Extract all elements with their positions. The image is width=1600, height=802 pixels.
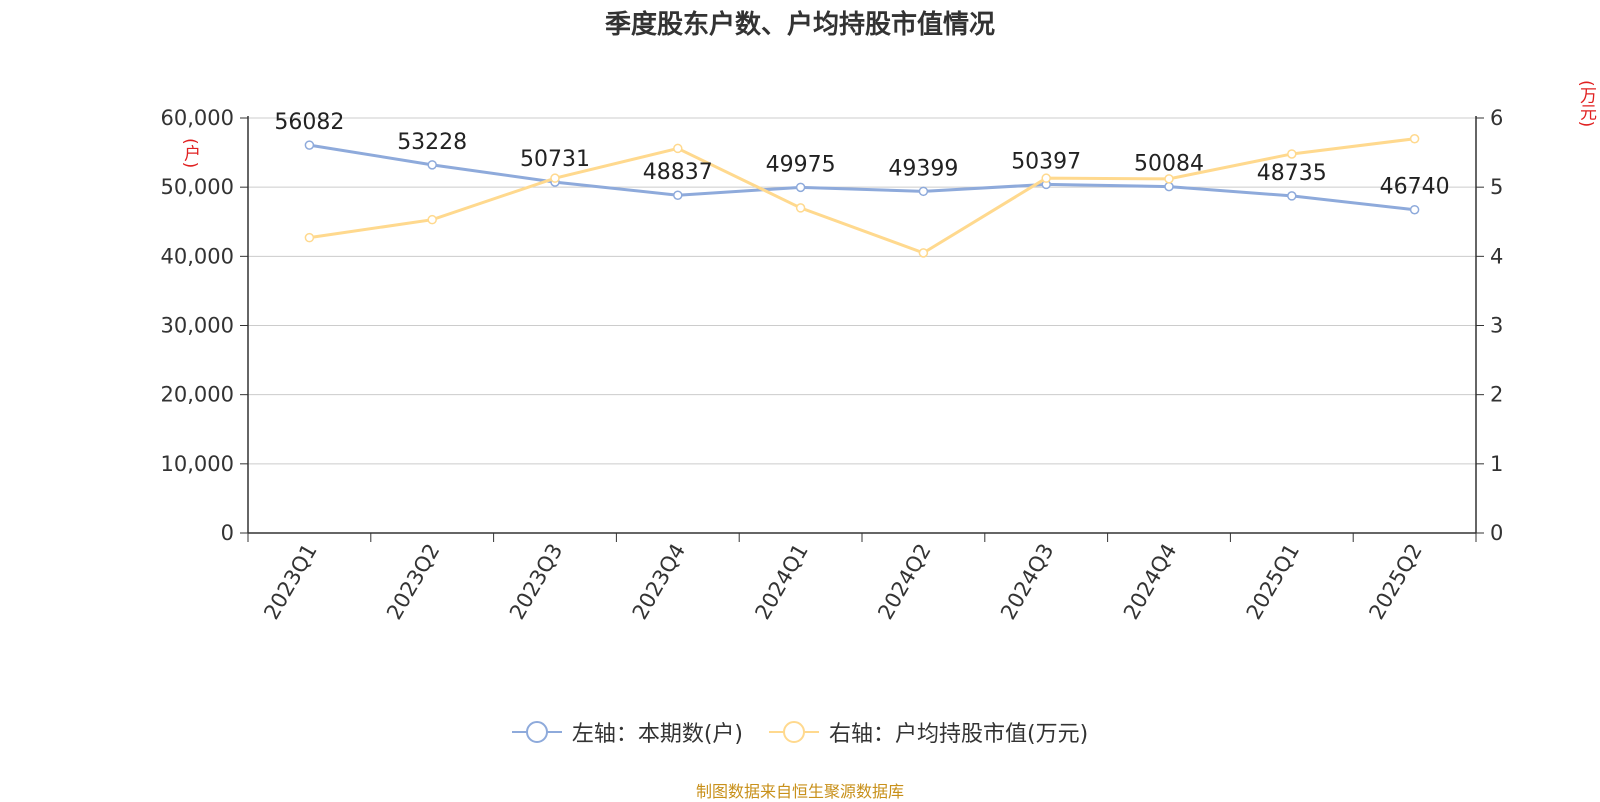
right-axis-tick-label: 2: [1490, 383, 1503, 407]
data-label: 50731: [520, 147, 590, 172]
legend-item-right-series[interactable]: 右轴：户均持股市值(万元): [769, 716, 1088, 748]
legend-marker-yellow-icon: [769, 721, 819, 743]
left-axis-tick-label: 50,000: [161, 175, 234, 199]
data-point-right: [427, 214, 437, 225]
data-point-left: [304, 140, 315, 150]
data-point-right: [795, 203, 806, 213]
left-axis-tick-label: 30,000: [161, 314, 234, 338]
x-axis-tick-label: 2025Q1: [1242, 540, 1304, 624]
data-point-right: [1164, 174, 1174, 184]
data-point-right: [304, 232, 315, 243]
data-point-right: [1041, 173, 1051, 183]
x-axis-tick-label: 2023Q2: [382, 540, 444, 624]
series-line-right: [309, 137, 1415, 255]
data-point-right: [550, 173, 560, 183]
legend-marker-blue-icon: [511, 721, 562, 743]
left-axis-tick-label: 60,000: [161, 106, 234, 130]
legend-item-left-series[interactable]: 左轴：本期数(户): [511, 716, 743, 748]
right-axis-tick-label: 3: [1490, 314, 1503, 338]
x-axis-tick-label: 2023Q4: [628, 540, 690, 624]
data-point-left: [673, 190, 683, 200]
chart-title: 季度股东户数、户均持股市值情况: [604, 10, 995, 40]
right-axis-unit: (万元): [1576, 80, 1596, 128]
data-label: 49975: [766, 152, 836, 177]
data-point-left: [1409, 204, 1420, 215]
data-label: 48837: [643, 160, 713, 185]
gridlines: [248, 117, 1476, 465]
right-axis-tick-label: 4: [1490, 244, 1503, 268]
data-point-right: [918, 248, 929, 258]
data-point-right: [1287, 149, 1297, 159]
left-axis-tick-label: 40,000: [161, 244, 234, 268]
data-label: 56082: [274, 110, 344, 135]
data-label: 46740: [1380, 175, 1450, 200]
x-axis-tick-label: 2023Q1: [259, 540, 321, 624]
left-axis-tick-label: 20,000: [161, 383, 234, 407]
series-line-left: [309, 143, 1415, 212]
data-label: 48735: [1257, 161, 1327, 186]
data-point-right: [1409, 134, 1420, 144]
legend-label-right-series: 右轴：户均持股市值(万元): [829, 722, 1089, 747]
data-point-left: [918, 186, 929, 197]
x-axis-tick-label: 2025Q2: [1364, 540, 1426, 624]
x-axis-tick-label: 2023Q3: [505, 540, 567, 624]
series: [304, 134, 1420, 258]
data-labels: 56082 53228 50731 48837 49975 49399 50397 50084…: [274, 110, 1449, 200]
legend-label-left-series: 左轴：本期数(户): [571, 722, 743, 747]
data-point-left: [1287, 191, 1297, 201]
right-axis-tick-label: 6: [1490, 106, 1503, 130]
source-note: 制图数据来自恒生聚源数据库: [695, 782, 904, 801]
x-axis-tick-label: 2024Q4: [1119, 540, 1181, 624]
data-label: 50397: [1011, 149, 1081, 174]
x-axis-tick-label: 2024Q3: [996, 540, 1058, 624]
data-label: 49399: [888, 156, 958, 181]
left-axis-tick-label: 10,000: [161, 452, 234, 476]
right-axis-tick-label: 5: [1490, 175, 1503, 199]
right-axis-tick-label: 1: [1490, 452, 1503, 476]
legend: 左轴：本期数(户) 右轴：户均持股市值(万元): [0, 716, 1600, 748]
data-point-left: [427, 160, 437, 170]
data-label: 50084: [1134, 152, 1204, 177]
data-point-right: [673, 143, 683, 154]
left-axis-unit: (户): [180, 138, 200, 169]
x-axis-tick-label: 2024Q2: [873, 540, 935, 624]
data-point-left: [795, 182, 806, 193]
right-axis-tick-label: 0: [1490, 521, 1503, 545]
left-axis-tick-label: 0: [221, 521, 234, 545]
data-label: 53228: [397, 130, 467, 155]
data-point-left: [1164, 181, 1174, 192]
x-axis-tick-label: 2024Q1: [750, 540, 812, 624]
line-chart: 0 0 10,000 1 20,000 2 30,000 3 40,000 4 50,000 5 60,…: [161, 106, 1504, 624]
